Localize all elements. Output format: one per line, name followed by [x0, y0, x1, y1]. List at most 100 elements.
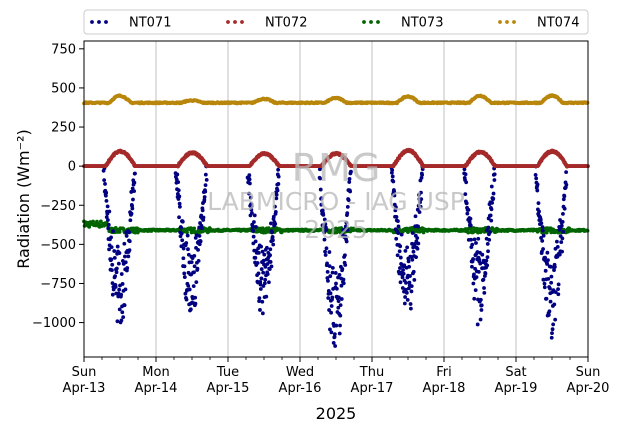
point-nt071	[535, 182, 540, 187]
point-nt073	[98, 219, 103, 224]
point-nt071	[127, 230, 132, 235]
point-nt071	[117, 251, 122, 255]
point-nt071	[328, 291, 333, 296]
point-nt071	[543, 268, 548, 273]
point-nt071	[114, 270, 119, 275]
legend-label-nt072: NT072	[265, 16, 307, 31]
point-nt071	[204, 177, 209, 182]
point-nt071	[484, 258, 489, 263]
y-tick-label: −750	[40, 277, 76, 292]
point-nt071	[338, 323, 342, 328]
point-nt071	[115, 244, 120, 249]
point-nt071	[106, 226, 111, 231]
point-nt071	[540, 228, 545, 233]
point-nt071	[403, 248, 408, 253]
point-nt071	[117, 287, 122, 292]
point-nt071	[113, 274, 117, 279]
point-nt071	[343, 253, 347, 258]
point-nt071	[189, 260, 194, 265]
point-nt071	[273, 222, 278, 226]
x-tick-label-date: Apr-18	[423, 381, 466, 396]
point-nt071	[411, 269, 416, 274]
point-nt071	[559, 223, 564, 228]
point-nt071	[338, 313, 343, 318]
point-nt071	[107, 209, 112, 214]
point-nt071	[395, 253, 400, 258]
point-nt071	[405, 297, 410, 302]
point-nt071	[110, 268, 114, 273]
point-nt071	[182, 264, 187, 269]
point-nt071	[550, 331, 554, 335]
point-nt071	[110, 262, 115, 267]
y-tick-label: 750	[51, 42, 76, 57]
point-nt071	[329, 310, 333, 315]
point-nt071	[401, 271, 406, 276]
point-nt071	[256, 250, 261, 255]
legend-marker-nt073	[369, 20, 373, 24]
point-nt071	[262, 252, 267, 257]
y-tick-label: −1000	[32, 316, 76, 331]
legend-label-nt073: NT073	[401, 16, 443, 31]
point-nt071	[106, 218, 110, 222]
x-tick-label-day: Thu	[359, 365, 384, 380]
point-nt071	[338, 303, 343, 307]
point-nt071	[179, 231, 184, 236]
point-nt071	[113, 284, 118, 289]
point-nt071	[129, 211, 134, 216]
point-nt071	[119, 272, 124, 276]
point-nt071	[120, 282, 125, 286]
point-nt071	[402, 301, 407, 306]
point-nt071	[490, 200, 494, 205]
point-nt071	[324, 246, 329, 251]
legend-marker-nt074	[498, 20, 502, 24]
point-nt071	[337, 272, 342, 277]
legend-marker-nt074	[512, 20, 516, 24]
point-nt071	[256, 271, 261, 276]
point-nt071	[325, 269, 330, 274]
point-nt071	[560, 219, 565, 224]
point-nt071	[106, 222, 111, 227]
point-nt071	[114, 266, 119, 271]
point-nt071	[341, 277, 346, 282]
point-nt071	[390, 174, 395, 179]
point-nt071	[491, 196, 496, 201]
point-nt071	[264, 245, 269, 250]
point-nt071	[404, 290, 409, 295]
point-nt071	[130, 206, 135, 211]
point-nt071	[253, 255, 258, 260]
legend-marker-nt072	[233, 20, 237, 24]
point-nt071	[193, 295, 198, 300]
watermark-title: RMG	[292, 146, 381, 190]
point-nt071	[111, 229, 115, 234]
point-nt071	[541, 233, 546, 238]
point-nt071	[341, 281, 346, 286]
point-nt071	[548, 299, 553, 304]
point-nt071	[120, 310, 125, 315]
point-nt071	[475, 322, 480, 327]
point-nt071	[180, 219, 185, 224]
point-nt071	[117, 307, 122, 312]
point-nt071	[408, 274, 412, 278]
point-nt071	[192, 264, 197, 269]
point-nt071	[403, 295, 408, 299]
point-nt071	[203, 172, 208, 177]
point-nt071	[123, 287, 128, 292]
x-tick-label-day: Sun	[72, 365, 97, 380]
point-nt071	[323, 249, 327, 254]
legend-marker-nt071	[97, 20, 101, 24]
point-nt071	[181, 256, 186, 261]
point-nt071	[182, 271, 187, 276]
point-nt071	[196, 259, 201, 263]
legend-label-nt074: NT074	[537, 16, 579, 31]
point-nt071	[329, 330, 334, 335]
point-nt071	[544, 296, 549, 301]
point-nt071	[119, 318, 124, 323]
y-axis: 750 500 250 0 −250 −500 −750 −1000	[32, 42, 84, 331]
legend-marker-nt071	[90, 20, 94, 24]
point-nt071	[328, 274, 333, 279]
point-nt071	[128, 218, 133, 223]
point-nt071	[479, 303, 484, 308]
point-nt071	[556, 287, 560, 292]
legend-marker-nt072	[226, 20, 230, 24]
point-nt071	[396, 231, 401, 236]
